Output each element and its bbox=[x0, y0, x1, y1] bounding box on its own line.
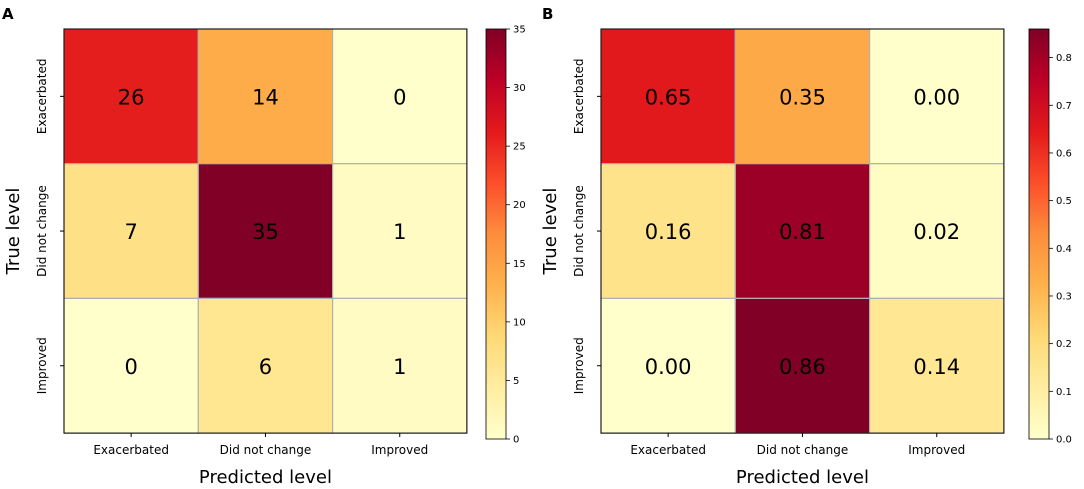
x-axis-title: Predicted level bbox=[736, 467, 869, 488]
heatmap-cell bbox=[734, 28, 871, 165]
cell-value-label: 0.81 bbox=[779, 220, 826, 244]
colorbar-tick-label: 10 bbox=[513, 317, 526, 328]
cell-value-label: 26 bbox=[118, 85, 145, 109]
x-axis-title: Predicted level bbox=[199, 467, 332, 488]
colorbar-tick-label: 0.2 bbox=[1056, 339, 1072, 350]
heatmap-cell bbox=[63, 28, 199, 165]
heatmap-cell bbox=[197, 297, 334, 434]
x-tick-label: Exacerbated bbox=[93, 443, 169, 457]
cell-value-label: 1 bbox=[393, 355, 406, 379]
cell-value-label: 0.02 bbox=[913, 220, 960, 244]
heatmap-cell bbox=[600, 163, 736, 299]
heatmap-cell bbox=[63, 163, 199, 299]
colorbar-tick-label: 25 bbox=[513, 142, 526, 153]
y-tick-label: Improved bbox=[572, 337, 586, 394]
cell-value-label: 0.00 bbox=[645, 355, 692, 379]
heatmap-cell bbox=[332, 163, 468, 299]
x-tick-label: Exacerbated bbox=[630, 443, 706, 457]
colorbar-tick-label: 0.0 bbox=[1056, 435, 1072, 446]
colorbar-tick-label: 0.4 bbox=[1056, 244, 1072, 255]
colorbar-tick-label: 0.7 bbox=[1056, 101, 1072, 112]
panel-label-b: B bbox=[542, 5, 553, 23]
y-tick-label: Exacerbated bbox=[35, 59, 49, 135]
cell-value-label: 0.65 bbox=[645, 85, 692, 109]
colorbar bbox=[485, 28, 507, 440]
cell-value-label: 35 bbox=[252, 220, 279, 244]
colorbar-tick-label: 0.3 bbox=[1056, 291, 1072, 302]
y-axis-title: True level bbox=[3, 188, 24, 276]
cell-value-label: 0 bbox=[393, 85, 406, 109]
cell-value-label: 0.14 bbox=[913, 355, 960, 379]
x-tick-label: Improved bbox=[371, 443, 428, 457]
panel-label-a: A bbox=[2, 5, 14, 23]
colorbar bbox=[1028, 28, 1050, 440]
heatmap-cell bbox=[600, 28, 736, 165]
y-axis-title: True level bbox=[540, 188, 561, 276]
cell-value-label: 0.00 bbox=[913, 85, 960, 109]
cell-value-label: 7 bbox=[124, 220, 137, 244]
x-tick-label: Did not change bbox=[220, 443, 312, 457]
heatmap-cell bbox=[734, 163, 871, 299]
colorbar-tick-label: 20 bbox=[513, 200, 526, 211]
colorbar-tick-label: 30 bbox=[513, 83, 526, 94]
cell-value-label: 0.35 bbox=[779, 85, 826, 109]
y-tick-label: Did not change bbox=[572, 185, 586, 277]
colorbar-tick-label: 15 bbox=[513, 259, 526, 270]
heatmap-cell bbox=[197, 163, 334, 299]
y-tick-label: Improved bbox=[35, 337, 49, 394]
cell-value-label: 6 bbox=[259, 355, 272, 379]
colorbar-tick-label: 0 bbox=[513, 435, 519, 446]
cell-value-label: 0 bbox=[124, 355, 137, 379]
heatmap-panel-b: B 0.65 0.35 0.00 0.16 0.81 0.02 0.00 0.86 0.14 Exa… bbox=[540, 5, 1072, 488]
x-tick-label: Improved bbox=[908, 443, 965, 457]
cell-value-label: 1 bbox=[393, 220, 406, 244]
cell-value-label: 0.16 bbox=[645, 220, 692, 244]
heatmap-cell bbox=[197, 28, 334, 165]
y-tick-label: Exacerbated bbox=[572, 59, 586, 135]
colorbar-tick-label: 5 bbox=[513, 376, 519, 387]
heatmap-cell bbox=[868, 297, 1005, 434]
x-tick-label: Did not change bbox=[757, 443, 849, 457]
y-tick-label: Did not change bbox=[35, 185, 49, 277]
colorbar-tick-label: 35 bbox=[513, 25, 526, 36]
cell-value-label: 0.86 bbox=[779, 355, 826, 379]
heatmap-cell bbox=[734, 297, 871, 434]
colorbar-tick-label: 0.1 bbox=[1056, 387, 1072, 398]
heatmap-cell bbox=[868, 163, 1005, 299]
colorbar-tick-label: 0.8 bbox=[1056, 53, 1072, 64]
cell-value-label: 14 bbox=[252, 85, 279, 109]
colorbar-tick-label: 0.6 bbox=[1056, 148, 1072, 159]
heatmap-cell bbox=[868, 28, 1005, 165]
colorbar-tick-label: 0.5 bbox=[1056, 196, 1072, 207]
